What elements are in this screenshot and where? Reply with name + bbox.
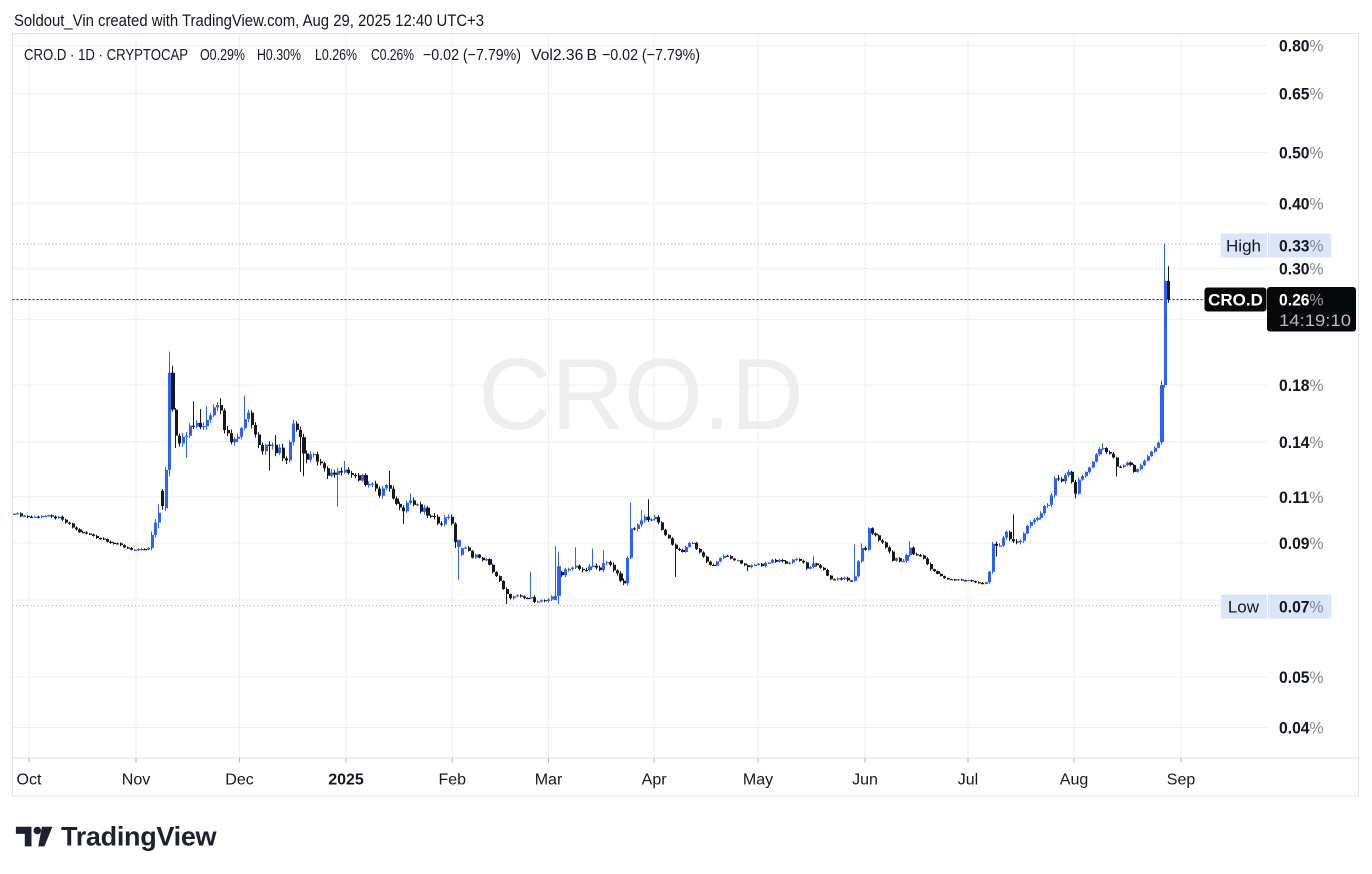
svg-text:CRO.D: CRO.D	[1208, 291, 1263, 310]
svg-text:Low: Low	[1228, 598, 1260, 617]
svg-text:0.50%: 0.50%	[1279, 144, 1324, 163]
svg-text:0.11%: 0.11%	[1279, 488, 1324, 507]
svg-text:−0.02 (−7.79%): −0.02 (−7.79%)	[423, 47, 521, 64]
svg-text:Sep: Sep	[1167, 772, 1196, 789]
svg-text:0.05%: 0.05%	[1279, 668, 1324, 687]
svg-text:0.30%: 0.30%	[1279, 260, 1324, 279]
svg-text:0.33%: 0.33%	[1279, 237, 1324, 256]
svg-text:−0.02 (−7.79%): −0.02 (−7.79%)	[602, 47, 700, 64]
svg-text:0.18%: 0.18%	[1279, 376, 1324, 395]
svg-text:CRO.D · 1D · CRYPTOCAP: CRO.D · 1D · CRYPTOCAP	[24, 47, 188, 64]
svg-text:O0.29%: O0.29%	[200, 47, 245, 64]
svg-text:TradingView: TradingView	[61, 822, 218, 852]
svg-text:0.04%: 0.04%	[1279, 719, 1324, 738]
svg-text:Apr: Apr	[642, 772, 668, 789]
svg-text:0.65%: 0.65%	[1279, 85, 1324, 104]
svg-text:Dec: Dec	[225, 772, 253, 789]
svg-text:Aug: Aug	[1060, 772, 1088, 789]
svg-text:0.40%: 0.40%	[1279, 195, 1324, 214]
svg-text:Nov: Nov	[122, 772, 150, 789]
svg-text:Soldout_Vin created with Tradi: Soldout_Vin created with TradingView.com…	[14, 12, 484, 30]
svg-text:High: High	[1226, 237, 1261, 256]
svg-text:Feb: Feb	[439, 772, 467, 789]
svg-text:May: May	[743, 772, 773, 789]
svg-text:0.80%: 0.80%	[1279, 37, 1324, 56]
svg-text:CRO.D: CRO.D	[478, 339, 803, 451]
svg-text:Vol2.36 B: Vol2.36 B	[531, 47, 597, 64]
svg-text:14:19:10: 14:19:10	[1279, 311, 1351, 330]
svg-text:C0.26%: C0.26%	[371, 47, 414, 64]
svg-text:Oct: Oct	[17, 772, 42, 789]
svg-text:0.26%: 0.26%	[1279, 291, 1324, 310]
svg-text:H0.30%: H0.30%	[257, 47, 301, 64]
svg-text:Mar: Mar	[535, 772, 563, 789]
svg-text:Jun: Jun	[852, 772, 878, 789]
svg-text:Jul: Jul	[958, 772, 978, 789]
svg-text:0.07%: 0.07%	[1279, 598, 1324, 617]
svg-text:2025: 2025	[328, 772, 364, 789]
svg-text:0.09%: 0.09%	[1279, 534, 1324, 553]
svg-text:L0.26%: L0.26%	[315, 47, 357, 64]
svg-text:0.14%: 0.14%	[1279, 433, 1324, 452]
